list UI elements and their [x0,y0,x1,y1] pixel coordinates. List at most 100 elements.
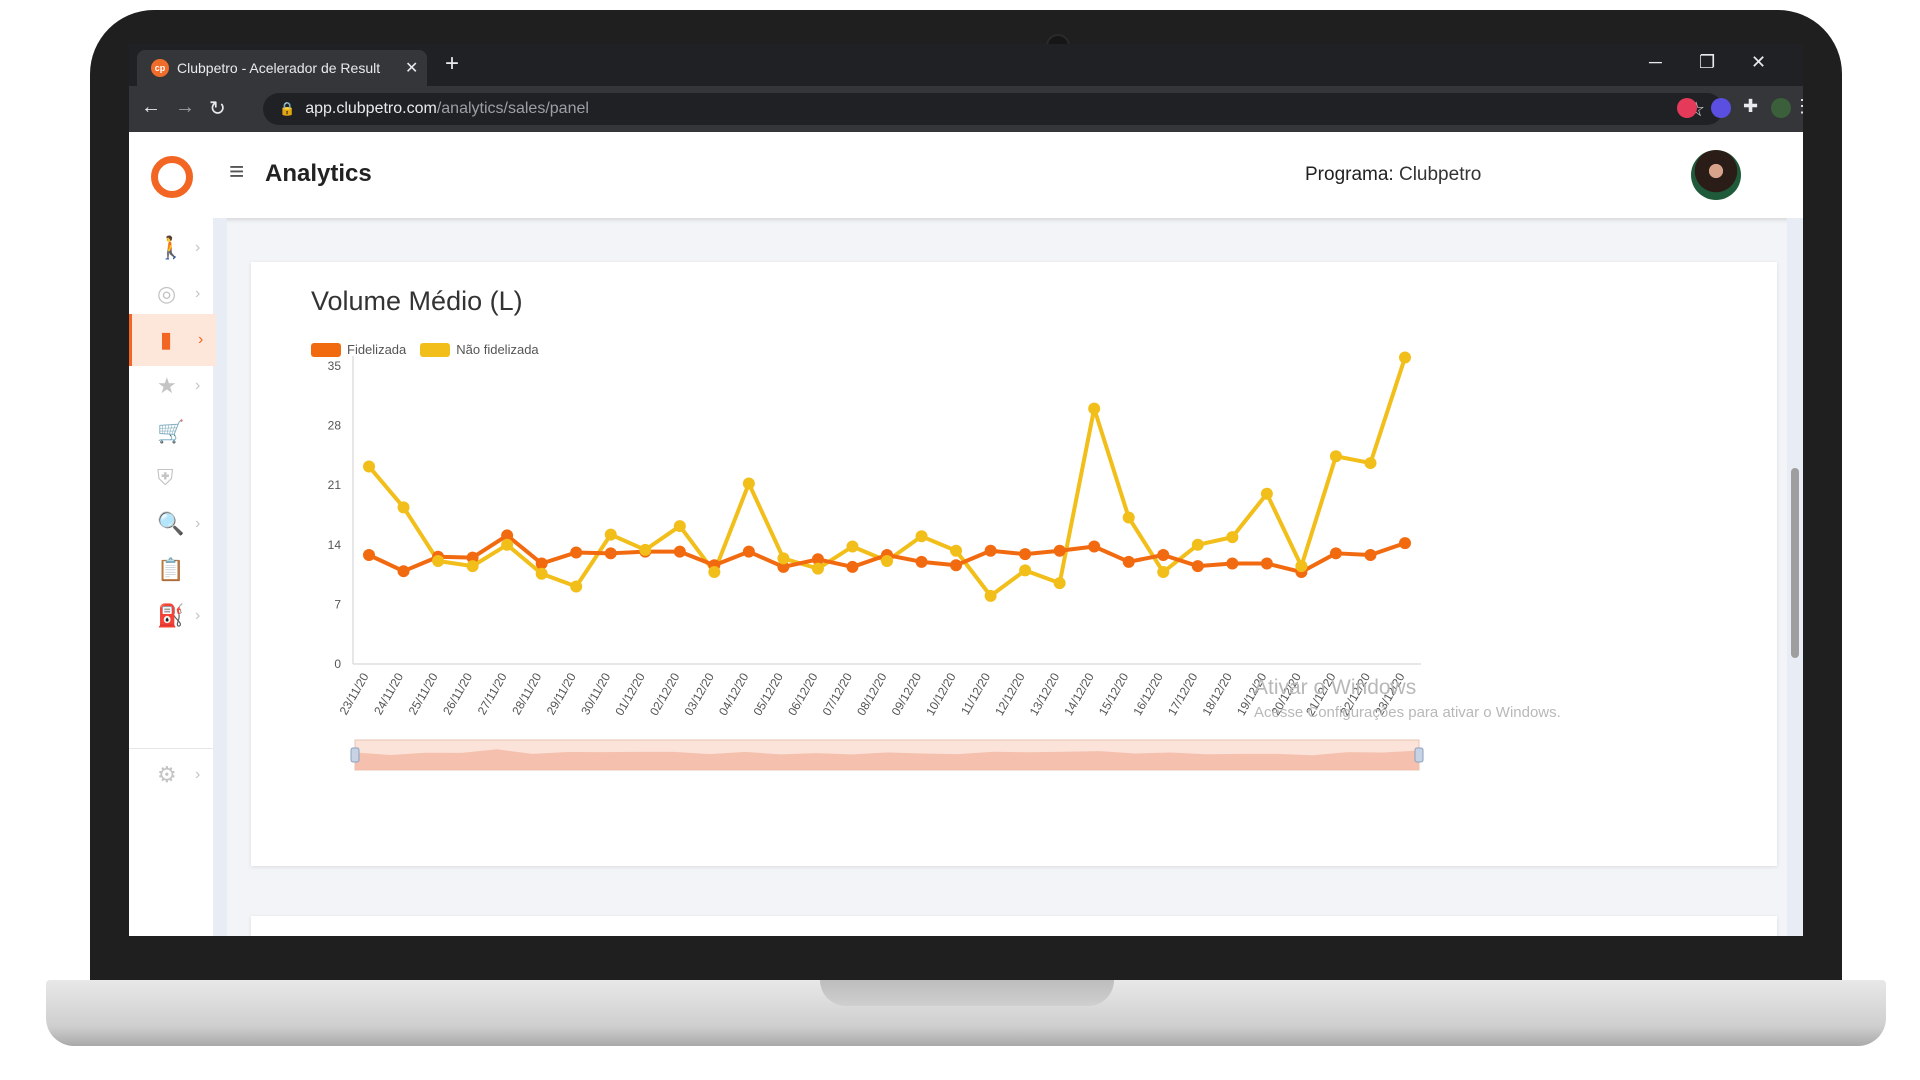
data-point[interactable] [1122,555,1135,568]
data-point[interactable] [1399,537,1411,550]
data-point[interactable] [501,538,514,551]
restore-button[interactable]: ❐ [1699,52,1716,72]
data-point[interactable] [1088,402,1101,415]
browser-tab[interactable]: cp Clubpetro - Acelerador de Result ✕ [137,50,427,86]
x-tick-label: 04/12/20 [716,670,752,718]
new-tab-button[interactable]: + [445,50,460,77]
data-point[interactable] [950,559,963,572]
chevron-right-icon: › [195,285,201,302]
data-point[interactable] [1399,351,1411,364]
sidebar-item-bar-chart[interactable]: ▮ › [129,314,216,366]
chevron-right-icon: › [195,607,201,624]
sidebar-item-walk[interactable]: 🚶 › [129,222,213,274]
sidebar-item-cart-add[interactable]: 🛒 [129,406,213,458]
data-point[interactable] [570,580,583,593]
data-point[interactable] [1364,457,1377,470]
range-handle-left[interactable] [350,747,360,763]
more-menu-icon[interactable]: ⋮ [1793,96,1803,116]
data-point[interactable] [1019,548,1032,561]
data-point[interactable] [501,529,514,542]
data-point[interactable] [1364,549,1377,562]
data-point[interactable] [1329,450,1342,463]
data-point[interactable] [1053,544,1066,557]
data-point[interactable] [846,560,859,573]
data-point[interactable] [881,554,893,567]
extension-gear-icon[interactable] [1711,98,1731,118]
sidebar-item-clipboard[interactable]: 📋 [129,544,213,596]
sidebar-item-target[interactable]: ◎ › [129,268,213,320]
data-point[interactable] [1226,531,1239,544]
data-point[interactable] [466,551,479,564]
y-tick-label: 28 [328,419,342,433]
data-point[interactable] [950,544,963,557]
legend-item-fidelizada[interactable]: Fidelizada [311,342,406,357]
data-point[interactable] [432,554,445,567]
data-point[interactable] [984,544,997,557]
data-point[interactable] [1260,487,1273,500]
data-point[interactable] [1019,564,1032,577]
data-point[interactable] [708,566,721,579]
data-point[interactable] [777,560,790,573]
data-point[interactable] [811,553,824,566]
user-avatar[interactable] [1691,150,1741,200]
sidebar-item-shield-check[interactable]: ⛨ [129,452,213,504]
data-point[interactable] [466,560,479,573]
legend-item-nao-fidelizada[interactable]: Não fidelizada [420,342,539,357]
data-point[interactable] [639,543,652,556]
back-icon[interactable]: ← [141,96,161,118]
data-point[interactable] [397,501,410,514]
data-point[interactable] [570,546,583,559]
data-point[interactable] [915,555,928,568]
sidebar-item-fuel-pump[interactable]: ⛽ › [129,590,213,642]
data-point[interactable] [363,549,375,562]
range-handle-right[interactable] [1414,747,1424,763]
forward-icon[interactable]: → [175,96,195,118]
data-point[interactable] [1295,560,1308,573]
data-point[interactable] [1157,549,1170,562]
program-selector[interactable]: Programa: Clubpetro [1305,164,1481,186]
data-point[interactable] [604,528,617,541]
data-point[interactable] [535,557,548,570]
sidebar-item-search-doc[interactable]: 🔍 › [129,498,213,550]
hamburger-menu-icon[interactable]: ≡ [229,156,245,186]
y-tick-label: 21 [328,478,342,492]
scrollbar-thumb[interactable] [1791,468,1799,658]
data-point[interactable] [984,589,997,602]
tab-close-icon[interactable]: ✕ [405,60,419,77]
data-point[interactable] [673,520,686,533]
data-point[interactable] [397,565,410,578]
data-point[interactable] [1260,557,1273,570]
data-point[interactable] [1226,557,1239,570]
data-point[interactable] [1191,560,1204,573]
data-point[interactable] [363,460,375,473]
data-point[interactable] [777,552,790,565]
sidebar-item-settings[interactable]: ⚙ › [129,748,213,801]
data-point[interactable] [1157,566,1170,579]
scrollbar[interactable] [1787,218,1803,936]
data-point[interactable] [742,477,755,490]
minimize-button[interactable]: ─ [1649,52,1662,72]
data-point[interactable] [846,540,859,553]
data-point[interactable] [673,545,686,558]
x-tick-label: 26/11/20 [440,670,475,717]
data-point[interactable] [535,567,548,580]
data-point[interactable] [915,530,928,543]
sidebar-item-star[interactable]: ★ › [129,360,213,412]
puzzle-icon[interactable]: ✚ [1743,96,1759,116]
gear-icon: ⚙ [157,762,177,787]
profile-avatar-icon[interactable] [1771,98,1791,118]
data-point[interactable] [1329,547,1342,560]
url-path: /analytics/sales/panel [436,100,589,117]
address-bar[interactable]: 🔒 app.clubpetro.com/analytics/sales/pane… [263,93,1723,125]
extension-icon[interactable] [1677,98,1697,118]
data-point[interactable] [811,562,824,575]
clubpetro-logo[interactable] [151,156,193,198]
reload-icon[interactable]: ↻ [209,98,226,120]
data-point[interactable] [1088,540,1101,553]
data-point[interactable] [742,545,755,558]
data-point[interactable] [1053,577,1066,590]
data-point[interactable] [1191,538,1204,551]
data-point[interactable] [604,547,617,560]
data-point[interactable] [1122,511,1135,524]
close-window-button[interactable]: ✕ [1751,52,1767,72]
